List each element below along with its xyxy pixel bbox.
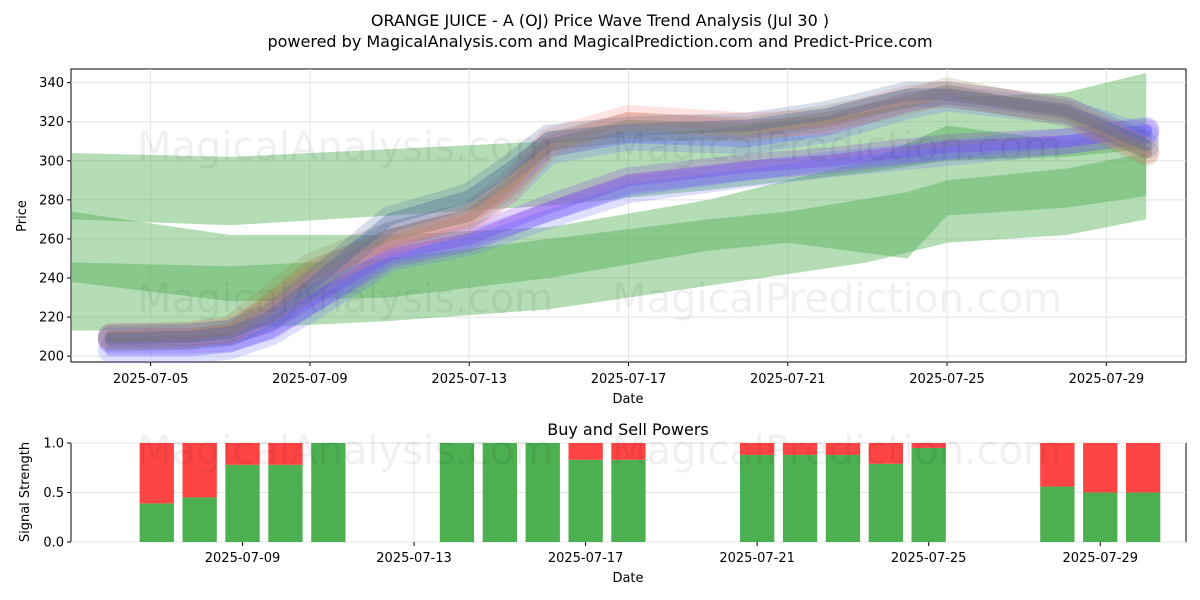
buy-bar [825, 454, 861, 542]
buy-bar [611, 459, 646, 542]
sell-bar [868, 443, 903, 464]
price-waves [97, 77, 1160, 364]
x-tick-label: 2025-07-13 [431, 372, 507, 387]
price-wave [104, 123, 1153, 357]
buy-bar [740, 454, 775, 542]
buy-bar [1040, 486, 1075, 542]
price-wave [104, 92, 1153, 343]
sell-bar [568, 443, 603, 460]
x-tick-label: 2025-07-25 [891, 551, 967, 566]
price-wave-halo [97, 81, 1160, 352]
sell-bar [782, 443, 818, 455]
price-wave [104, 125, 1153, 347]
sell-bar [825, 443, 861, 455]
x-tick-label: 2025-07-21 [750, 372, 826, 387]
buy-bar [1083, 492, 1118, 542]
price-panel: 200 220 240 260 280 300 320 340 2025-07-05 2025-0… [15, 68, 1187, 407]
buy-bar [568, 459, 603, 542]
y-tick-label: 0.0 [43, 536, 64, 551]
chart-subtitle: powered by MagicalAnalysis.com and Magic… [267, 32, 932, 51]
buy-bar [225, 464, 260, 542]
signal-bars [139, 443, 1161, 542]
x-tick-label: 2025-07-21 [719, 551, 795, 566]
watermark-text: MagicalAnalysis.com [137, 124, 553, 170]
y-tick-label: 0.5 [43, 486, 64, 501]
watermark-text: MagicalAnalysis.com [137, 276, 553, 322]
buy-bar [139, 503, 174, 542]
y-tick-label: 1.0 [43, 437, 64, 452]
y-tick-label: 340 [39, 76, 64, 91]
x-tick-label: 2025-07-17 [548, 551, 624, 566]
watermark-text: MagicalPrediction.com [612, 124, 1062, 170]
buy-bar [1126, 492, 1161, 542]
buy-bar [439, 443, 475, 542]
prediction-band [71, 72, 1147, 226]
buy-bar [182, 497, 217, 542]
prediction-bands [71, 72, 1147, 331]
sell-bar [1040, 443, 1075, 487]
x-tick-label: 2025-07-29 [1069, 372, 1145, 387]
y-tick-label: 280 [39, 193, 64, 208]
price-wave-halo [97, 81, 1160, 350]
buy-bar [868, 463, 903, 542]
signal-ylabel: Signal Strength [18, 442, 33, 542]
y-tick-label: 200 [39, 350, 64, 365]
x-tick-label: 2025-07-05 [113, 372, 189, 387]
sell-bar [611, 443, 646, 460]
price-grid [71, 69, 1186, 362]
watermark-text: MagicalPrediction.com [612, 428, 1062, 474]
x-tick-label: 2025-07-09 [205, 551, 281, 566]
price-wave-halo [97, 85, 1160, 350]
y-tick-label: 220 [39, 311, 64, 326]
buy-bar [525, 443, 560, 542]
buy-bar [268, 464, 303, 542]
y-tick-label: 320 [39, 115, 64, 130]
price-axis-ticks: 200 220 240 260 280 300 320 340 2025-07-05 2025-0… [39, 76, 1144, 387]
buy-bar [482, 443, 517, 542]
buy-bar [311, 443, 346, 542]
x-tick-label: 2025-07-17 [591, 372, 667, 387]
signal-panel: Buy and Sell Powers 0.0 0.5 1.0 2025-07-09 2… [18, 420, 1187, 586]
x-tick-label: 2025-07-29 [1062, 551, 1138, 566]
signal-title: Buy and Sell Powers [547, 420, 709, 439]
sell-bar [182, 443, 217, 498]
sell-bar [740, 443, 775, 455]
chart-title: ORANGE JUICE - A (OJ) Price Wave Trend A… [371, 11, 829, 30]
price-wave [104, 88, 1153, 345]
price-wave [104, 88, 1153, 343]
sell-bar [1126, 443, 1161, 493]
x-tick-label: 2025-07-25 [909, 372, 985, 387]
sell-bar [225, 443, 260, 465]
price-wave-halo [97, 77, 1160, 350]
sell-bar [139, 443, 174, 504]
x-tick-label: 2025-07-13 [376, 551, 452, 566]
prediction-band [71, 153, 1147, 302]
watermarks: MagicalAnalysis.com MagicalPrediction.co… [137, 124, 1062, 474]
sell-bar [268, 443, 303, 465]
signal-xlabel: Date [612, 571, 643, 586]
prediction-band [71, 125, 1147, 331]
y-tick-label: 260 [39, 232, 64, 247]
watermark-text: MagicalPrediction.com [612, 276, 1062, 322]
watermark-text: MagicalAnalysis.com [137, 428, 553, 474]
y-tick-label: 300 [39, 154, 64, 169]
y-tick-label: 240 [39, 272, 64, 287]
buy-bar [782, 454, 818, 542]
sell-bar [1083, 443, 1118, 493]
sell-bar [911, 443, 946, 448]
buy-bar [911, 447, 946, 542]
signal-axis-ticks: 0.0 0.5 1.0 2025-07-09 2025-07-13 2025-07-17 2… [43, 437, 1138, 567]
price-ylabel: Price [15, 200, 30, 232]
price-xlabel: Date [612, 392, 643, 407]
price-wave-halo [97, 118, 1160, 354]
price-wave [104, 84, 1153, 343]
price-wave-halo [97, 116, 1160, 364]
x-tick-label: 2025-07-09 [272, 372, 348, 387]
